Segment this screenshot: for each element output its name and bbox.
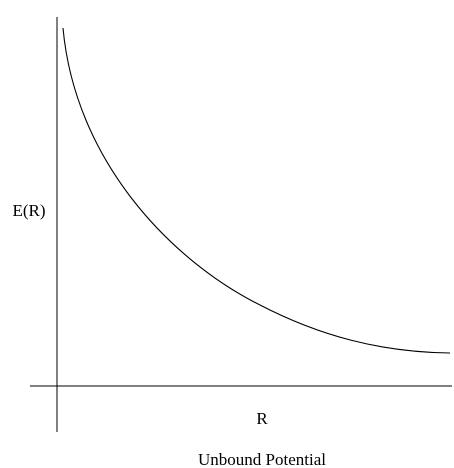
y-axis-label: E(R): [12, 201, 45, 220]
x-axis-label: R: [256, 409, 268, 428]
caption: Unbound Potential: [198, 450, 326, 468]
potential-curve: [62, 27, 451, 354]
